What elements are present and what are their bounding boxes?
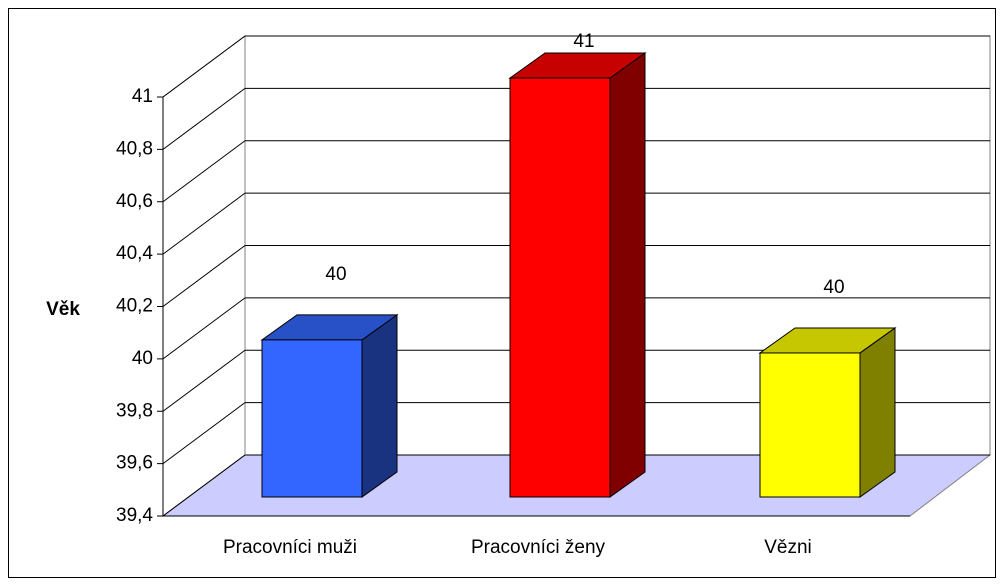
side-grid-line [162,35,246,98]
y-tick-label: 40 [132,348,153,369]
value-label: 40 [325,264,346,285]
y-tick-label: 40,8 [116,138,153,159]
y-tick-label: 41 [132,86,153,107]
y-axis-label: Věk [46,299,80,320]
bar-side [609,52,646,498]
side-grid-line [162,87,246,150]
x-tick-label: Vězni [764,537,812,558]
y-tick-label: 39,6 [116,453,153,474]
value-label: 40 [823,277,844,298]
y-tick-label: 40,6 [116,191,153,212]
value-label: 41 [573,31,594,52]
y-tick-label: 39,4 [116,505,153,526]
side-grid-line [162,192,246,255]
y-tick-label: 40,2 [116,296,153,317]
bar-side [361,313,398,498]
side-grid-line [162,297,246,360]
side-grid-line [162,349,246,412]
side-grid-line [162,454,246,517]
side-grid-line [162,245,246,307]
bar [759,352,861,498]
bar [509,77,611,498]
y-tick-label: 40,4 [116,243,153,264]
side-grid-line [162,402,246,465]
x-tick-label: Pracovníci ženy [471,537,606,558]
y-tick-label: 39,8 [116,400,153,421]
side-grid-line [162,140,246,203]
bar-side [859,326,896,498]
bar [261,339,363,498]
x-tick-label: Pracovníci muži [223,537,357,558]
